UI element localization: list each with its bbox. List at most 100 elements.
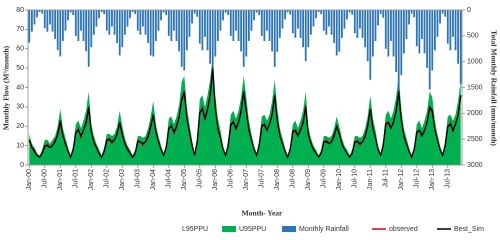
rain-bar [281, 10, 284, 29]
rain-bar [408, 10, 410, 25]
rain-bar [147, 10, 150, 44]
rain-bar [38, 10, 41, 13]
rain-bar [444, 10, 447, 17]
rain-bar [291, 10, 294, 34]
rain-bar [382, 10, 385, 18]
x-tick-label: Jul-02 [104, 169, 111, 188]
rain-bar [245, 10, 248, 57]
rain-bar [131, 10, 134, 13]
rain-bar [366, 10, 369, 62]
rain-bar [402, 10, 405, 54]
series-line [28, 68, 462, 160]
rain-bar [431, 10, 434, 71]
rain-bar [178, 10, 181, 52]
rain-bar [211, 10, 214, 84]
rain-bar [206, 10, 209, 51]
x-tick-label: Jul-05 [197, 169, 204, 188]
y-tick-label: 10 [16, 142, 24, 149]
rain-bar [436, 10, 439, 37]
rain-bar [204, 10, 206, 37]
rain-bar [191, 10, 193, 24]
rain-bar [330, 10, 333, 35]
x-tick-label: Jul-00 [42, 169, 49, 188]
rain-bar [126, 10, 129, 27]
rain-bar [144, 10, 147, 35]
rain-bar [260, 10, 263, 36]
x-tick-label: Jul-08 [290, 169, 297, 188]
rain-bar [188, 10, 191, 37]
rain-bar [374, 10, 377, 41]
rain-bar [421, 10, 423, 39]
rain-bar [193, 10, 196, 14]
legend-swatch [222, 226, 236, 232]
rain-bar [273, 10, 276, 67]
rain-bar [160, 10, 162, 21]
x-tick-label: Jan-12 [398, 169, 405, 191]
rain-bar [426, 10, 429, 68]
rain-bar [198, 10, 201, 44]
rain-bar [180, 10, 183, 67]
rain-bar [224, 10, 227, 13]
rain-bar [297, 10, 299, 29]
rain-bar [108, 10, 111, 35]
rain-bar [229, 10, 232, 36]
x-tick-label: Jul-12 [414, 169, 421, 188]
y2-tick-label: 3000 [467, 162, 483, 169]
x-tick-label: Jan-04 [150, 169, 157, 191]
legend-label: U95PPU [239, 226, 266, 233]
rain-bar [309, 10, 312, 35]
rain-bar [116, 10, 119, 44]
rain-bar [428, 10, 431, 90]
y-tick-label: 40 [16, 84, 24, 91]
rain-bar [46, 10, 49, 32]
rain-bar [54, 10, 57, 39]
rain-bar [222, 10, 224, 21]
ppu-area [29, 56, 461, 165]
x-tick-label: Jan-07 [243, 169, 250, 191]
rain-bar [278, 10, 281, 38]
rain-bar [59, 10, 62, 57]
rain-bar [415, 10, 418, 47]
rain-bar [439, 10, 441, 24]
rain-bar [364, 10, 367, 48]
rain-bar [312, 10, 315, 27]
x-tick-label: Jan-09 [305, 169, 312, 191]
rain-bar [92, 10, 95, 35]
rain-bar [121, 10, 124, 48]
rain-bar [328, 10, 330, 27]
rain-bar [286, 10, 289, 13]
rain-bar [72, 10, 75, 16]
rain-bar [343, 10, 346, 29]
x-tick-label: Jul-11 [383, 169, 390, 188]
rain-bar [227, 10, 230, 16]
x-axis-title: Month- Year [242, 209, 283, 218]
legend-swatch [282, 226, 296, 232]
x-tick-label: Jul-04 [166, 169, 173, 188]
rain-bar [433, 10, 436, 51]
rain-bar [170, 10, 173, 41]
x-tick-label: Jan-02 [88, 169, 95, 191]
rain-bar [400, 10, 403, 76]
rain-bar [346, 10, 348, 20]
rain-bar [255, 10, 258, 13]
rain-bar [216, 10, 219, 41]
rain-bar [454, 10, 457, 51]
y2-tick-label: 1500 [467, 84, 483, 91]
rain-bar [219, 10, 222, 31]
rain-bar [74, 10, 77, 36]
y-tick-label: 20 [16, 123, 24, 130]
rain-bar [299, 10, 302, 38]
rain-bar [185, 10, 188, 51]
rain-bar [56, 10, 59, 50]
rain-bar [395, 10, 398, 72]
rain-bar [377, 10, 379, 26]
rain-bar [214, 10, 217, 57]
rain-bar [307, 10, 310, 48]
y-tick-label: 30 [16, 104, 24, 111]
rain-bar [201, 10, 204, 51]
rain-bar [452, 10, 454, 37]
rain-bar [276, 10, 279, 52]
rain-bar [111, 10, 113, 27]
rain-bar [333, 10, 336, 44]
